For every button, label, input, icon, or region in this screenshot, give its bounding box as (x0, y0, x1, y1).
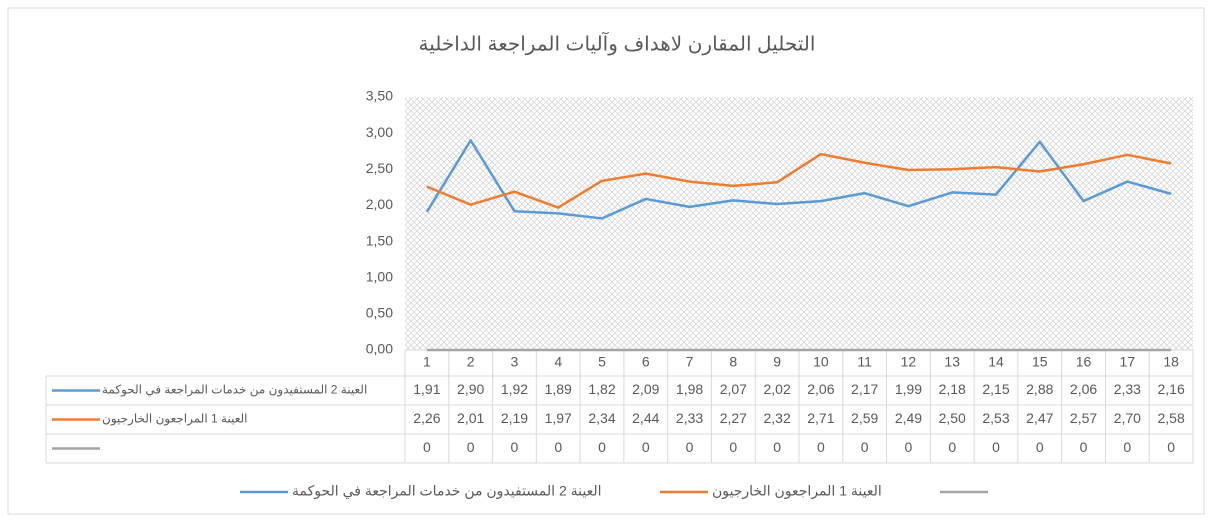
table-series-label: العينة 2 المستفيدون من خدمات المراجعة في… (102, 383, 367, 398)
table-value: 2,06 (807, 381, 834, 397)
table-value: 2,15 (982, 381, 1009, 397)
table-value: 0 (467, 439, 475, 455)
x-tick-label: 10 (813, 354, 829, 370)
table-value: 2,17 (851, 381, 878, 397)
table-value: 0 (1036, 439, 1044, 455)
table-value: 0 (1080, 439, 1088, 455)
x-tick-label: 11 (857, 354, 872, 370)
table-value: 0 (598, 439, 606, 455)
x-tick-label: 13 (944, 354, 960, 370)
plot-area (405, 97, 1193, 350)
table-value: 0 (905, 439, 913, 455)
table-value: 2,44 (632, 410, 659, 426)
y-tick-label: 0,00 (366, 341, 393, 357)
table-value: 1,89 (545, 381, 572, 397)
table-value: 2,06 (1070, 381, 1097, 397)
table-value: 2,16 (1157, 381, 1184, 397)
table-value: 2,19 (501, 410, 528, 426)
table-value: 2,07 (720, 381, 747, 397)
table-value: 2,01 (457, 410, 484, 426)
table-value: 2,88 (1026, 381, 1053, 397)
table-value: 0 (773, 439, 781, 455)
table-value: 0 (686, 439, 694, 455)
table-value: 2,57 (1070, 410, 1097, 426)
x-tick-label: 12 (901, 354, 917, 370)
table-value: 1,99 (895, 381, 922, 397)
table-value: 2,71 (807, 410, 834, 426)
series-line (426, 152, 1172, 209)
y-tick-label: 1,00 (366, 268, 393, 284)
x-tick-label: 9 (773, 354, 781, 370)
x-tick-label: 14 (988, 354, 1004, 370)
series-line (425, 139, 1172, 220)
table-value: 0 (948, 439, 956, 455)
x-tick-label: 7 (686, 354, 694, 370)
table-value: 2,47 (1026, 410, 1053, 426)
y-tick-label: 3,00 (366, 124, 393, 140)
chart-title: التحليل المقارن لاهداف وآليات المراجعة ا… (419, 30, 816, 55)
legend-label: العينة 2 المستفيدون من خدمات المراجعة في… (292, 483, 602, 500)
table-value: 2,09 (632, 381, 659, 397)
table-series-label: العينة 1 المراجعون الخارجيون (102, 412, 248, 427)
table-value: 2,34 (588, 410, 615, 426)
table-value: 0 (554, 439, 562, 455)
x-tick-label: 5 (598, 354, 606, 370)
table-value: 1,91 (413, 381, 440, 397)
x-tick-label: 3 (511, 354, 519, 370)
table-value: 0 (861, 439, 869, 455)
legend-label: العينة 1 المراجعون الخارجيون (712, 483, 882, 500)
x-tick-label: 15 (1032, 354, 1048, 370)
x-tick-label: 8 (729, 354, 737, 370)
table-value: 0 (1167, 439, 1175, 455)
table-value: 1,82 (588, 381, 615, 397)
x-tick-label: 16 (1076, 354, 1092, 370)
table-value: 1,92 (501, 381, 528, 397)
table-value: 0 (642, 439, 650, 455)
x-tick-label: 18 (1163, 354, 1179, 370)
table-value: 0 (1123, 439, 1131, 455)
table-value: 2,53 (982, 410, 1009, 426)
y-tick-label: 2,00 (366, 196, 393, 212)
table-value: 0 (511, 439, 519, 455)
y-tick-label: 3,50 (366, 88, 393, 104)
table-value: 2,90 (457, 381, 484, 397)
table-value: 2,49 (895, 410, 922, 426)
table-value: 2,33 (676, 410, 703, 426)
x-tick-label: 6 (642, 354, 650, 370)
table-value: 2,02 (763, 381, 790, 397)
table-value: 0 (729, 439, 737, 455)
table-value: 1,98 (676, 381, 703, 397)
table-value: 2,18 (939, 381, 966, 397)
table-value: 2,50 (939, 410, 966, 426)
table-value: 2,32 (763, 410, 790, 426)
y-tick-label: 0,50 (366, 305, 393, 321)
table-value: 2,70 (1114, 410, 1141, 426)
table-value: 2,33 (1114, 381, 1141, 397)
y-tick-label: 2,50 (366, 160, 393, 176)
x-tick-label: 4 (554, 354, 562, 370)
table-value: 2,59 (851, 410, 878, 426)
table-value: 0 (817, 439, 825, 455)
table-value: 2,27 (720, 410, 747, 426)
x-tick-label: 2 (467, 354, 475, 370)
y-tick-label: 1,50 (366, 232, 393, 248)
x-tick-label: 1 (423, 354, 431, 370)
table-value: 1,97 (545, 410, 572, 426)
table-value: 0 (992, 439, 1000, 455)
table-value: 2,26 (413, 410, 440, 426)
table-value: 2,58 (1157, 410, 1184, 426)
x-tick-label: 17 (1120, 354, 1136, 370)
table-value: 0 (423, 439, 431, 455)
